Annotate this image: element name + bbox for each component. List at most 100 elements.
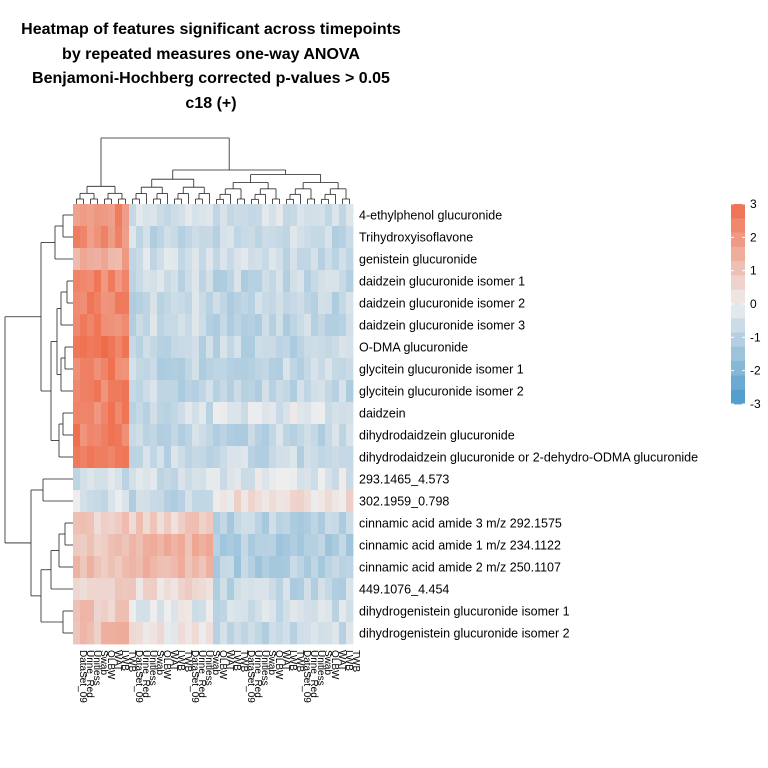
heatmap-cell: [143, 402, 151, 425]
legend-tick-label: 1: [750, 264, 757, 278]
heatmap-cell: [73, 534, 81, 557]
heatmap-cell: [192, 600, 200, 623]
heatmap-cell: [185, 446, 193, 469]
heatmap-cell: [269, 446, 277, 469]
heatmap-cell: [101, 292, 109, 315]
heatmap-cell: [73, 336, 81, 359]
heatmap-cell: [171, 600, 179, 623]
heatmap-cell: [185, 314, 193, 337]
heatmap-cell: [227, 512, 235, 535]
heatmap-cell: [101, 578, 109, 601]
heatmap-cell: [325, 358, 333, 381]
heatmap-cell: [178, 226, 186, 249]
heatmap-cell: [234, 204, 242, 227]
heatmap-cell: [206, 380, 214, 403]
heatmap-cell: [143, 622, 151, 645]
heatmap-cell: [136, 534, 144, 557]
column-label: WAT: [280, 650, 291, 671]
heatmap-cell: [213, 358, 221, 381]
heatmap-cell: [227, 424, 235, 447]
heatmap-cell: [136, 402, 144, 425]
row-label: dihydrogenistein glucuronide isomer 2: [359, 627, 570, 641]
heatmap-cell: [94, 248, 102, 271]
heatmap-cell: [241, 314, 249, 337]
heatmap-cell: [178, 424, 186, 447]
heatmap-cell: [262, 468, 270, 491]
legend-tick-label: 2: [750, 230, 757, 244]
heatmap-cell: [171, 336, 179, 359]
heatmap-cell: [325, 270, 333, 293]
legend-tick-label: -2: [750, 364, 761, 378]
heatmap-cell: [206, 336, 214, 359]
heatmap-cell: [129, 336, 137, 359]
heatmap-cell: [311, 292, 319, 315]
heatmap-cell: [220, 468, 228, 491]
heatmap-cell: [227, 292, 235, 315]
heatmap-cell: [318, 424, 326, 447]
heatmap-cell: [80, 402, 88, 425]
heatmap-cell: [136, 490, 144, 513]
heatmap-cell: [234, 578, 242, 601]
legend-swatch: [731, 389, 745, 405]
column-label: LWB: [343, 650, 354, 671]
heatmap-cell: [318, 446, 326, 469]
heatmap-cell: [143, 314, 151, 337]
heatmap-cell: [311, 402, 319, 425]
heatmap-cell: [269, 622, 277, 645]
heatmap-cell: [206, 226, 214, 249]
heatmap-cell: [332, 446, 340, 469]
heatmap-cell: [325, 512, 333, 535]
heatmap-cell: [73, 248, 81, 271]
heatmap-cell: [73, 468, 81, 491]
heatmap-cell: [262, 578, 270, 601]
heatmap-cell: [206, 468, 214, 491]
heatmap-cell: [150, 204, 158, 227]
heatmap-cell: [164, 556, 172, 579]
heatmap-cell: [101, 204, 109, 227]
heatmap-cell: [157, 622, 165, 645]
heatmap-cell: [269, 380, 277, 403]
heatmap-cell: [171, 292, 179, 315]
heatmap-cell: [332, 556, 340, 579]
heatmap-cell: [73, 424, 81, 447]
heatmap-cell: [311, 600, 319, 623]
heatmap-cell: [332, 380, 340, 403]
heatmap-cell: [192, 292, 200, 315]
heatmap-cell: [339, 226, 347, 249]
heatmap-cell: [122, 336, 130, 359]
heatmap-cell: [269, 204, 277, 227]
heatmap-cell: [234, 490, 242, 513]
heatmap-cell: [80, 380, 88, 403]
heatmap-cell: [297, 578, 305, 601]
heatmap-cell: [143, 600, 151, 623]
heatmap-cell: [122, 226, 130, 249]
heatmap-cell: [325, 578, 333, 601]
heatmap-cell: [115, 490, 123, 513]
heatmap-cell: [276, 380, 284, 403]
heatmap-cell: [290, 622, 298, 645]
heatmap-cell: [276, 204, 284, 227]
heatmap-cell: [80, 622, 88, 645]
heatmap-cell: [108, 226, 116, 249]
heatmap-cell: [108, 534, 116, 557]
heatmap-cell: [297, 226, 305, 249]
heatmap-cell: [227, 556, 235, 579]
heatmap-cell: [297, 314, 305, 337]
heatmap-cell: [262, 292, 270, 315]
heatmap-cell: [199, 578, 207, 601]
heatmap-cell: [325, 534, 333, 557]
heatmap-cell: [199, 622, 207, 645]
heatmap-cell: [220, 600, 228, 623]
heatmap-cell: [248, 622, 256, 645]
heatmap-cell: [255, 556, 263, 579]
heatmap-cell: [80, 534, 88, 557]
heatmap-cell: [234, 556, 242, 579]
heatmap-cell: [108, 556, 116, 579]
heatmap-cell: [248, 248, 256, 271]
heatmap-cell: [73, 380, 81, 403]
heatmap-cell: [255, 600, 263, 623]
heatmap-cell: [339, 270, 347, 293]
heatmap-cell: [164, 204, 172, 227]
heatmap-cell: [290, 556, 298, 579]
column-label: WAT: [336, 650, 347, 671]
